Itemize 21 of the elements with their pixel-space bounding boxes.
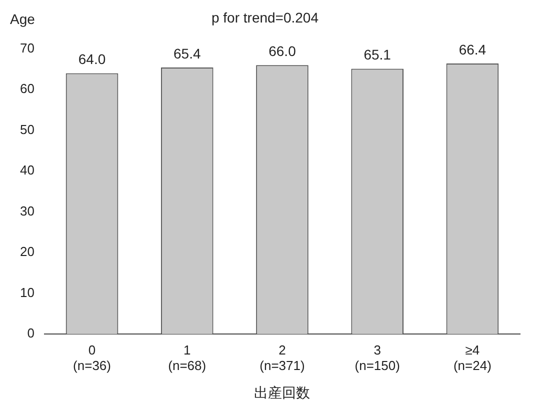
x-tick-label: 1 (n=68): [168, 342, 206, 373]
data-label: 66.0: [268, 42, 296, 59]
x-tick-label: 0 (n=36): [73, 342, 111, 373]
y-tick-label: 60: [20, 81, 34, 96]
y-tick-label: 10: [20, 284, 34, 300]
x-tick-label: 3 (n=150): [354, 342, 400, 373]
x-tick-label: 2 (n=371): [260, 342, 305, 373]
y-tick-label: 0: [27, 326, 34, 341]
data-label: 65.1: [364, 46, 392, 63]
y-tick-label: 50: [20, 122, 34, 137]
chart-title: p for trend=0.204: [211, 9, 319, 26]
x-tick-label: ≥4 (n=24): [453, 342, 492, 373]
y-tick-label: 70: [20, 40, 34, 56]
x-axis-title: 出産回数: [254, 384, 310, 400]
y-tick-label: 30: [20, 203, 34, 218]
data-label: 64.0: [78, 51, 106, 68]
y-tick-label: 40: [20, 162, 34, 178]
data-label: 66.4: [458, 41, 486, 58]
data-label: 65.4: [173, 45, 201, 62]
y-tick-label: 20: [20, 244, 34, 260]
y-axis-title: Age: [10, 10, 36, 27]
